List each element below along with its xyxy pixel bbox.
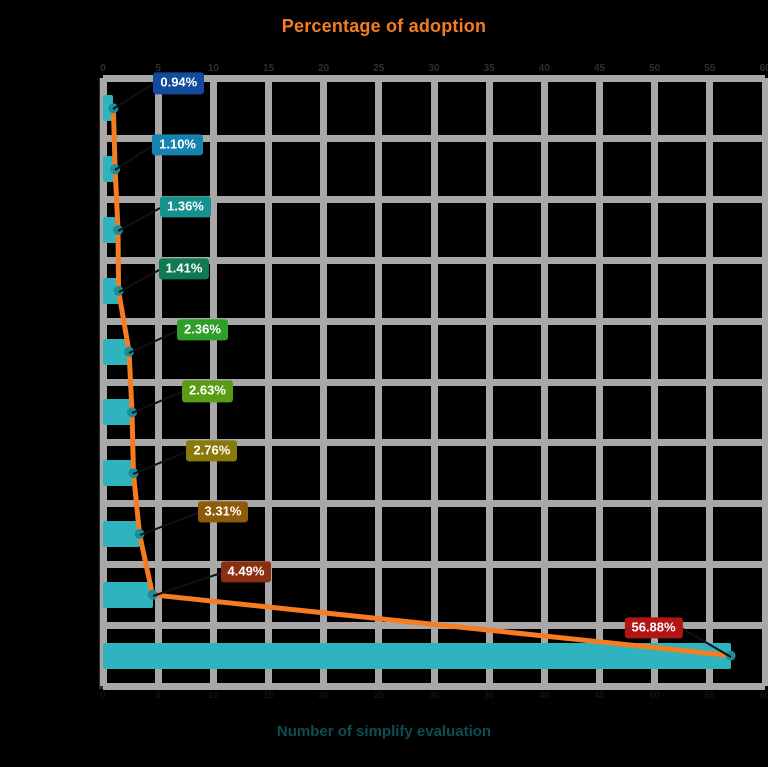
data-label: 2.36% [177, 318, 228, 341]
x-tick-label-top: 0 [100, 63, 106, 74]
bar[interactable] [103, 217, 118, 243]
plot-area [99, 74, 768, 690]
x-tick-label-top: 40 [538, 63, 550, 74]
x-axis-title: Number of simplify evaluation [276, 723, 492, 740]
horizontal-gridline [103, 560, 765, 568]
data-label: 1.36% [160, 196, 211, 218]
x-tick-label-top: 45 [593, 63, 606, 74]
data-label: 0.94% [153, 72, 205, 95]
bar[interactable] [103, 338, 130, 365]
x-tick-label-top: 35 [483, 63, 495, 74]
x-tick-label-bottom: 25 [373, 690, 384, 700]
x-tick-label-top: 5 [155, 63, 161, 74]
x-tick-label-bottom: 45 [594, 690, 605, 700]
data-label: 1.10% [152, 134, 203, 156]
x-tick-label-top: 15 [262, 63, 275, 74]
data-label: 4.49% [220, 561, 272, 583]
x-tick-label-bottom: 5 [155, 690, 161, 700]
x-tick-label-bottom: 10 [208, 690, 219, 700]
x-tick-label-bottom: 60 [759, 690, 768, 700]
x-tick-label-bottom: 20 [318, 690, 329, 700]
x-tick-label-bottom: 40 [539, 690, 550, 700]
x-tick-label-bottom: 35 [484, 690, 495, 700]
bar[interactable] [103, 581, 153, 608]
x-tick-label-top: 60 [759, 63, 768, 74]
data-label: 2.76% [186, 440, 238, 462]
bar[interactable] [103, 521, 140, 547]
x-tick-label-bottom: 30 [428, 690, 440, 700]
horizontal-gridline [103, 682, 765, 690]
data-label: 2.63% [182, 380, 233, 403]
bar[interactable] [103, 277, 119, 304]
x-tick-label-top: 30 [428, 63, 440, 74]
x-tick-label-top: 25 [373, 63, 385, 74]
data-label: 56.88% [624, 616, 683, 639]
data-label: 1.41% [158, 258, 210, 280]
x-tick-label-top: 55 [704, 63, 716, 74]
chart-title: Percentage of adoption [281, 16, 487, 36]
bar[interactable] [103, 399, 133, 426]
x-tick-label-bottom: 0 [100, 690, 106, 700]
bar[interactable] [103, 460, 134, 487]
x-tick-label-bottom: 55 [704, 690, 715, 700]
x-tick-label-top: 20 [318, 63, 330, 74]
x-tick-label-bottom: 50 [649, 690, 660, 700]
bar[interactable] [103, 156, 116, 183]
bar[interactable] [103, 95, 114, 122]
x-tick-label-top: 50 [649, 63, 661, 74]
x-tick-label-top: 10 [207, 63, 219, 74]
x-tick-label-bottom: 15 [263, 690, 274, 700]
bar[interactable] [103, 642, 731, 669]
data-label: 3.31% [197, 501, 249, 523]
horizontal-gridline [103, 74, 765, 82]
